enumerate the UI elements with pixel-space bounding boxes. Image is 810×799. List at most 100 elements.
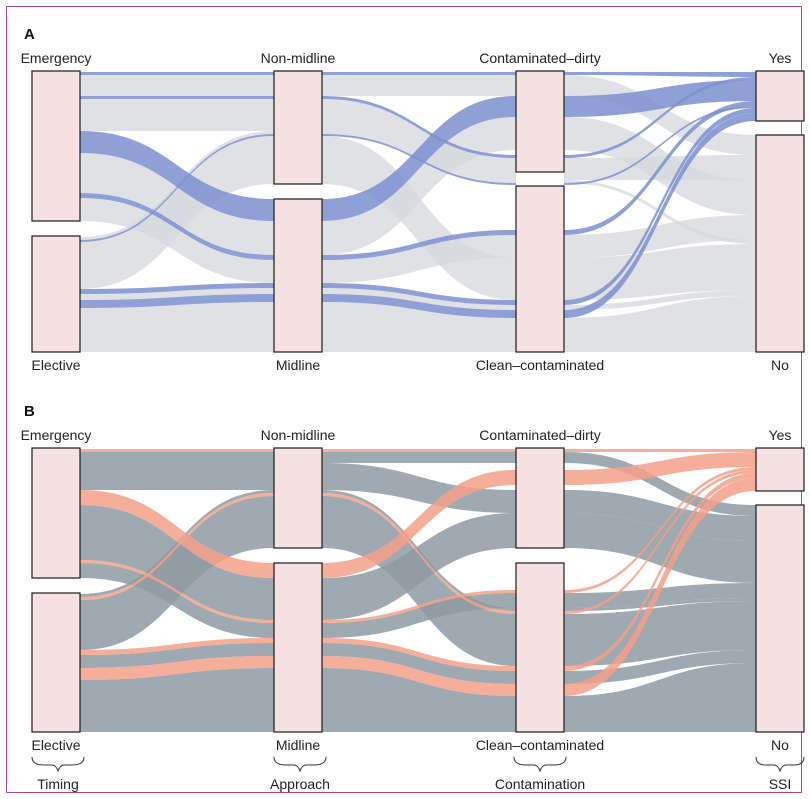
panel-a-highlight-flows: [80, 72, 756, 318]
background-flow-7-seg-2: [564, 215, 756, 258]
highlight-flow-10-seg-0: [80, 638, 274, 655]
background-flow-2-seg-1: [322, 463, 516, 513]
panel-b-nodes: [31, 447, 805, 733]
background-flow-9-seg-1: [322, 496, 516, 666]
background-flow-14-seg-0: [80, 302, 274, 352]
highlight-flow-5-seg-2: [564, 467, 756, 593]
approach-bottom-node: [273, 562, 323, 733]
background-flow-10-seg-2: [564, 244, 756, 300]
panel-a-label: A: [24, 26, 35, 43]
highlight-flow-3-seg-2: [564, 452, 756, 485]
panel-a-background-flows: [80, 75, 756, 352]
highlight-flow-9-seg-0: [80, 134, 274, 242]
highlight-flow-4-seg-0: [80, 131, 274, 221]
ssi-top-node: [755, 447, 805, 492]
highlight-flow-2-seg-1: [322, 96, 516, 158]
background-flow-11-seg-1: [322, 643, 516, 684]
panel-b-contamination-top-label: Contaminated–dirty: [479, 427, 600, 443]
contamination-brace: [513, 756, 567, 773]
panel-b: B Emergency Elective Non-midline Midline…: [21, 403, 805, 753]
background-flow-9-seg-0: [80, 496, 274, 650]
highlight-flow-0-seg-1: [322, 72, 516, 75]
axis-titles: Timing Approach Contamination SSI: [31, 756, 805, 792]
highlight-flow-6-seg-0: [80, 193, 274, 260]
panel-a-timing-bottom-label: Elective: [31, 357, 80, 373]
panel-a-ssi-top-label: Yes: [769, 50, 792, 66]
panel-a-nodes: [31, 70, 805, 353]
ssi-top-node: [755, 70, 805, 122]
highlight-flow-5-seg-1: [322, 590, 516, 623]
highlight-flow-0-seg-0: [80, 72, 274, 75]
highlight-flow-12-seg-1: [322, 656, 516, 696]
highlight-flow-5-seg-0: [80, 560, 274, 623]
background-flow-11-seg-0: [80, 643, 274, 668]
highlight-flow-0-seg-2: [564, 449, 756, 452]
highlight-flow-10-seg-1: [322, 638, 516, 671]
background-flow-12-seg-2: [564, 290, 756, 310]
ssi-bottom-node: [755, 504, 805, 733]
highlight-flow-8-seg-2: [564, 470, 756, 614]
panel-a-timing-top-label: Emergency: [21, 50, 92, 66]
highlight-flow-8-seg-0: [80, 493, 274, 600]
contamination-bottom-node: [515, 562, 565, 733]
approach-top-node: [273, 70, 323, 185]
highlight-flow-9-seg-1: [322, 134, 516, 185]
panel-b-ssi-top-label: Yes: [769, 427, 792, 443]
timing-bottom-node: [31, 235, 81, 353]
background-flow-7-seg-2: [564, 598, 756, 611]
highlight-flow-11-seg-0: [80, 283, 274, 294]
background-flow-2-seg-2: [564, 490, 756, 541]
ssi-axis-title: SSI: [769, 776, 792, 792]
highlight-flow-6-seg-2: [564, 101, 756, 235]
panel-b-label: B: [24, 403, 35, 420]
panel-b-background-flows: [80, 452, 756, 732]
highlight-flow-6-seg-1: [322, 230, 516, 260]
timing-bottom-node: [31, 592, 81, 733]
highlight-flow-8-seg-1: [322, 493, 516, 614]
background-flow-3-seg-0: [80, 99, 274, 131]
highlight-flow-2-seg-2: [564, 77, 756, 158]
panel-a-contamination-top-label: Contaminated–dirty: [479, 50, 600, 66]
background-flow-13-seg-2: [564, 663, 756, 732]
background-flow-1-seg-1: [322, 452, 516, 463]
background-flow-1-seg-0: [80, 452, 274, 463]
figure-frame: [6, 6, 802, 793]
panel-a-contamination-bottom-label: Clean–contaminated: [476, 357, 604, 373]
panel-a-approach-top-label: Non-midline: [261, 50, 336, 66]
highlight-flow-4-seg-2: [564, 80, 756, 117]
background-flow-7-seg-0: [80, 198, 274, 283]
panel-a-approach-bottom-label: Midline: [276, 357, 321, 373]
panel-b-ssi-bottom-label: No: [771, 737, 789, 753]
background-flow-12-seg-0: [80, 288, 274, 300]
timing-brace: [31, 756, 85, 773]
highlight-flow-9-seg-2: [564, 106, 756, 185]
background-flow-7-seg-0: [80, 490, 274, 597]
contamination-bottom-node: [515, 185, 565, 353]
highlight-flow-13-seg-0: [80, 294, 274, 308]
highlight-flow-13-seg-1: [322, 294, 516, 318]
background-flow-12-seg-1: [322, 288, 516, 310]
background-flow-14-seg-2: [564, 296, 756, 352]
background-flow-14-seg-1: [322, 302, 516, 352]
panel-b-approach-top-label: Non-midline: [261, 427, 336, 443]
highlight-flow-3-seg-1: [322, 470, 516, 578]
ssi-brace: [755, 756, 805, 773]
ssi-bottom-node: [755, 134, 805, 353]
panel-b-contamination-bottom-label: Clean–contaminated: [476, 737, 604, 753]
panel-b-highlight-flows: [80, 449, 756, 696]
background-flow-1-seg-1: [322, 75, 516, 96]
contamination-top-node: [515, 70, 565, 173]
background-flow-11-seg-2: [564, 650, 756, 684]
approach-bottom-node: [273, 198, 323, 353]
background-flow-4-seg-2: [564, 513, 756, 583]
panel-a: A Emergency Elective Non-midline Midline…: [21, 26, 805, 373]
approach-axis-title: Approach: [270, 776, 330, 792]
background-flow-6-seg-2: [564, 583, 756, 608]
timing-axis-title: Timing: [37, 776, 79, 792]
highlight-flow-12-seg-2: [564, 478, 756, 696]
panel-b-approach-bottom-label: Midline: [276, 737, 321, 753]
highlight-flow-11-seg-2: [564, 108, 756, 305]
highlight-flow-12-seg-0: [80, 656, 274, 680]
approach-brace: [273, 756, 327, 773]
